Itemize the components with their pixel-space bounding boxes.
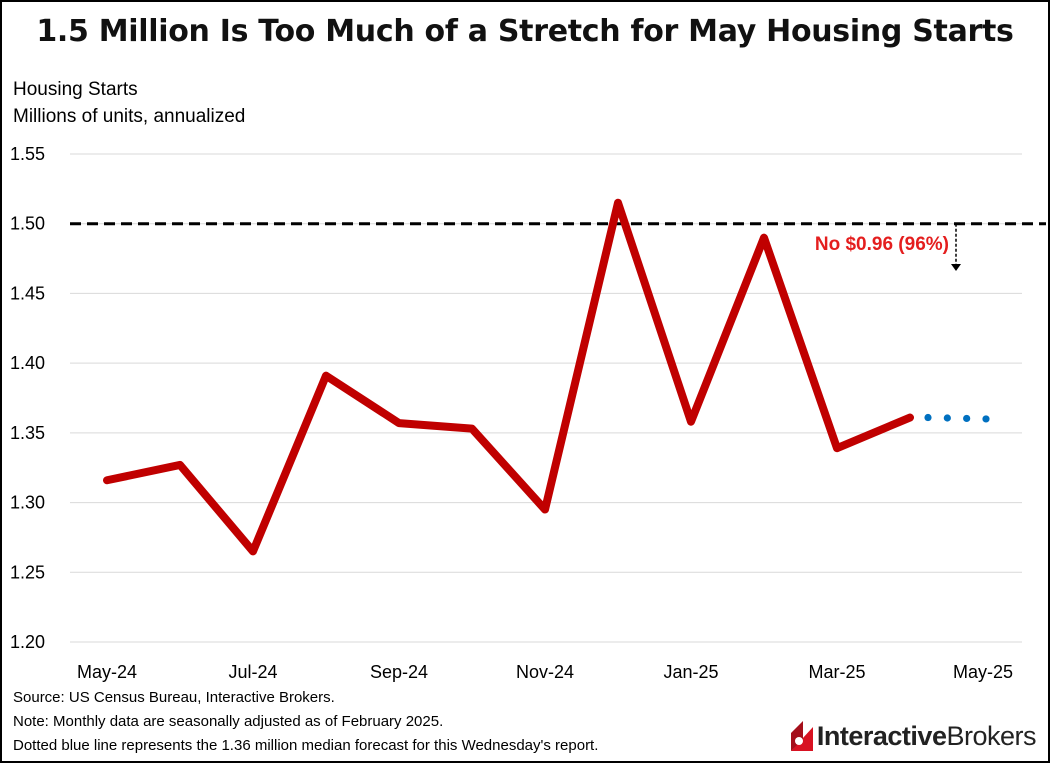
- annotation-arrowhead: [951, 264, 961, 271]
- data-point-housing-starts: [909, 416, 911, 419]
- annotation-label: No $0.96 (96%): [815, 234, 949, 255]
- x-tick-label: May-24: [77, 662, 137, 682]
- series-line-housing-starts: [103, 198, 914, 556]
- y-tick-label: 1.40: [10, 353, 45, 373]
- threshold-layer: [70, 222, 1046, 271]
- data-point-housing-starts: [325, 374, 327, 377]
- data-point-housing-starts: [617, 201, 619, 204]
- y-tick-label: 1.20: [10, 632, 45, 652]
- y-tick-label: 1.55: [10, 144, 45, 164]
- y-tick-label: 1.50: [10, 214, 45, 234]
- logo-text-interactive: Interactive: [816, 720, 947, 751]
- y-tick-label: 1.25: [10, 562, 45, 582]
- data-point-housing-starts: [106, 479, 108, 482]
- forecast-dot: [943, 414, 951, 422]
- data-point-housing-starts: [398, 422, 400, 425]
- series-layer: [103, 198, 990, 556]
- data-point-housing-starts: [471, 427, 473, 430]
- x-tick-label: Sep-24: [370, 662, 428, 682]
- interactive-brokers-logo: Interactive Brokers: [789, 718, 1036, 754]
- data-point-housing-starts: [763, 236, 765, 239]
- data-point-housing-starts: [836, 447, 838, 450]
- y-axis-title: Housing Starts: [13, 79, 138, 100]
- footnote-source: Source: US Census Bureau, Interactive Br…: [13, 689, 335, 706]
- logo-text-brokers: Brokers: [946, 720, 1036, 751]
- y-tick-label: 1.35: [10, 423, 45, 443]
- forecast-dot: [963, 414, 971, 423]
- footnote-forecast: Dotted blue line represents the 1.36 mil…: [13, 737, 599, 754]
- footnote-note: Note: Monthly data are seasonally adjust…: [13, 713, 444, 730]
- x-tick-label: Nov-24: [516, 662, 574, 682]
- x-tick-label: Mar-25: [808, 662, 865, 682]
- forecast-dot: [982, 415, 990, 423]
- chart-title: 1.5 Million Is Too Much of a Stretch for…: [36, 14, 1014, 49]
- data-point-housing-starts: [252, 550, 254, 553]
- x-tick-label: Jan-25: [663, 662, 718, 682]
- data-point-housing-starts: [690, 420, 692, 423]
- data-point-housing-starts: [179, 463, 181, 466]
- logo-mark-icon: [790, 721, 813, 751]
- y-axis-ticks: 1.20 1.25 1.30 1.35 1.40 1.45 1.50 1.55: [10, 144, 45, 652]
- y-axis-units: Millions of units, annualized: [13, 106, 246, 127]
- y-tick-label: 1.30: [10, 493, 45, 513]
- gridlines: [70, 153, 1022, 643]
- x-tick-label: Jul-24: [228, 662, 277, 682]
- y-tick-label: 1.45: [10, 283, 45, 303]
- x-axis-ticks: May-24 Jul-24 Sep-24 Nov-24 Jan-25 Mar-25 May-…: [77, 662, 1013, 682]
- data-point-housing-starts: [544, 508, 546, 511]
- x-tick-label: May-25: [953, 662, 1013, 682]
- forecast-dot: [924, 413, 932, 422]
